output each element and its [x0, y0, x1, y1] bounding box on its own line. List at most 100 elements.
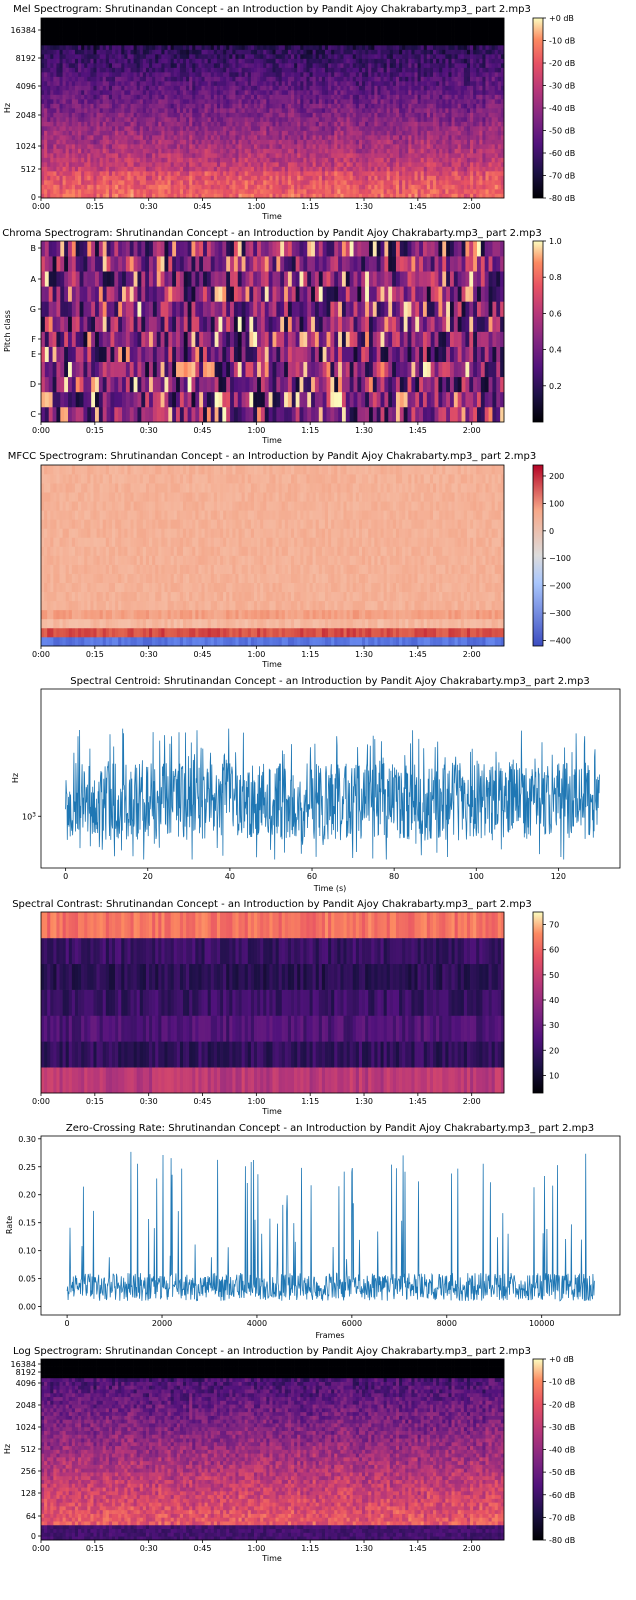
heatmap-cell — [145, 135, 150, 140]
heatmap-cell — [241, 81, 246, 86]
heatmap-cell — [201, 36, 205, 41]
heatmap-cell — [207, 22, 212, 28]
heatmap-cell — [349, 126, 354, 131]
heatmap-cell — [124, 58, 128, 64]
heatmap-cell — [130, 108, 134, 113]
heatmap-cell — [358, 85, 363, 91]
heatmap-cell — [50, 135, 54, 140]
heatmap-cell — [115, 90, 119, 95]
heatmap-cell — [216, 76, 221, 82]
heatmap-cell — [149, 18, 153, 23]
heatmap-cell — [62, 130, 67, 136]
heatmap-cell — [149, 85, 153, 91]
heatmap-cell — [121, 22, 125, 28]
heatmap-cell — [167, 85, 171, 91]
heatmap-cell — [149, 49, 153, 55]
heatmap-cell — [253, 121, 258, 127]
heatmap-cell — [189, 193, 193, 199]
heatmap-cell — [402, 27, 406, 32]
heatmap-cell — [93, 22, 97, 28]
heatmap-cell — [417, 94, 422, 100]
heatmap-cell — [201, 27, 205, 32]
heatmap-cell — [343, 31, 347, 37]
heatmap-cell — [142, 22, 147, 28]
heatmap-cell — [312, 85, 317, 91]
heatmap-cell — [93, 162, 97, 167]
heatmap-cell — [343, 112, 347, 118]
heatmap-cell — [226, 27, 230, 32]
heatmap-cell — [81, 63, 85, 68]
heatmap-cell — [389, 49, 394, 55]
heatmap-cell — [244, 103, 249, 109]
heatmap-cell — [44, 103, 48, 109]
heatmap-cell — [115, 144, 119, 149]
heatmap-cell — [105, 18, 110, 23]
heatmap-cell — [358, 49, 363, 55]
heatmap-cell — [81, 189, 85, 194]
heatmap-cell — [253, 81, 258, 86]
heatmap-cell — [321, 162, 326, 167]
heatmap-cell — [247, 76, 252, 82]
heatmap-cell — [195, 58, 199, 64]
heatmap-cell — [155, 85, 159, 91]
heatmap-cell — [395, 166, 400, 172]
heatmap-cell — [210, 31, 215, 37]
heatmap-cell — [226, 58, 230, 64]
heatmap-cell — [297, 180, 301, 185]
heatmap-cell — [210, 76, 215, 82]
heatmap-cell — [226, 175, 230, 181]
heatmap-cell — [223, 67, 227, 73]
heatmap-cell — [334, 135, 338, 140]
heatmap-cell — [352, 58, 357, 64]
heatmap-cell — [334, 166, 338, 172]
heatmap-cell — [84, 85, 88, 91]
heatmap-cell — [84, 76, 88, 82]
heatmap-cell — [164, 58, 168, 64]
heatmap-cell — [263, 99, 267, 104]
heatmap-cell — [226, 157, 230, 163]
heatmap-cell — [297, 117, 301, 122]
heatmap-cell — [287, 22, 292, 28]
heatmap-cell — [170, 126, 175, 131]
heatmap-cell — [399, 90, 403, 95]
heatmap-cell — [284, 121, 289, 127]
heatmap-cell — [358, 45, 363, 50]
heatmap-cell — [374, 166, 378, 172]
heatmap-cell — [309, 189, 313, 194]
heatmap-cell — [303, 144, 307, 149]
heatmap-cell — [164, 22, 168, 28]
heatmap-cell — [99, 130, 104, 136]
heatmap-cell — [118, 63, 122, 68]
heatmap-cell — [371, 31, 375, 37]
heatmap-cell — [136, 76, 141, 82]
heatmap-cell — [164, 31, 168, 37]
heatmap-cell — [207, 72, 212, 77]
heatmap-cell — [253, 85, 258, 91]
heatmap-cell — [149, 67, 153, 73]
heatmap-cell — [133, 58, 138, 64]
heatmap-cell — [358, 157, 363, 163]
heatmap-cell — [78, 85, 82, 91]
heatmap-cell — [414, 144, 418, 149]
heatmap-cell — [152, 162, 156, 167]
heatmap-cell — [380, 157, 384, 163]
heatmap-cell — [343, 36, 347, 41]
heatmap-cell — [365, 108, 369, 113]
heatmap-cell — [198, 112, 202, 118]
heatmap-cell — [408, 180, 412, 185]
heatmap-cell — [84, 99, 88, 104]
heatmap-cell — [321, 139, 326, 145]
heatmap-cell — [337, 153, 341, 158]
heatmap-cell — [324, 171, 329, 176]
heatmap-cell — [108, 40, 113, 46]
heatmap-cell — [414, 67, 418, 73]
heatmap-cell — [149, 144, 153, 149]
heatmap-cell — [124, 130, 128, 136]
heatmap-cell — [155, 144, 159, 149]
heatmap-cell — [56, 139, 60, 145]
heatmap-cell — [349, 175, 354, 181]
heatmap-cell — [383, 126, 388, 131]
heatmap-cell — [47, 27, 51, 32]
heatmap-cell — [389, 139, 394, 145]
heatmap-cell — [309, 157, 313, 163]
